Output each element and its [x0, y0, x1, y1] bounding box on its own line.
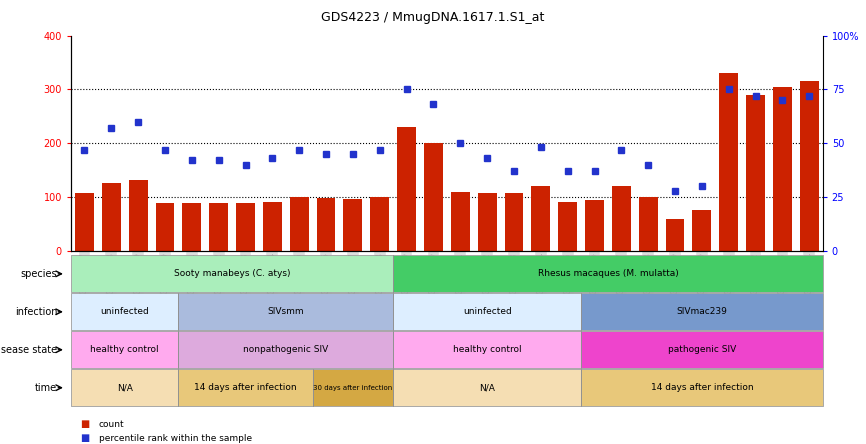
- Bar: [639, 197, 657, 251]
- Bar: [800, 81, 818, 251]
- Text: N/A: N/A: [117, 383, 132, 392]
- Bar: [585, 200, 604, 251]
- Text: healthy control: healthy control: [90, 345, 159, 354]
- Text: SIVmac239: SIVmac239: [676, 307, 727, 316]
- Text: GDS4223 / MmugDNA.1617.1.S1_at: GDS4223 / MmugDNA.1617.1.S1_at: [321, 11, 545, 24]
- Bar: [344, 198, 362, 251]
- Bar: [183, 203, 201, 251]
- Bar: [612, 186, 630, 251]
- Text: 14 days after infection: 14 days after infection: [650, 383, 753, 392]
- Bar: [236, 203, 255, 251]
- Bar: [317, 198, 335, 251]
- Text: ■: ■: [80, 433, 89, 443]
- Text: time: time: [35, 383, 57, 393]
- Bar: [210, 203, 228, 251]
- Bar: [746, 95, 765, 251]
- Bar: [505, 193, 523, 251]
- Text: Sooty manabeys (C. atys): Sooty manabeys (C. atys): [174, 270, 290, 278]
- Bar: [290, 197, 308, 251]
- Text: SIVsmm: SIVsmm: [268, 307, 304, 316]
- Bar: [773, 87, 792, 251]
- Text: 14 days after infection: 14 days after infection: [194, 383, 297, 392]
- Bar: [75, 193, 94, 251]
- Bar: [102, 183, 120, 251]
- Text: pathogenic SIV: pathogenic SIV: [668, 345, 736, 354]
- Text: uninfected: uninfected: [462, 307, 512, 316]
- Text: disease state: disease state: [0, 345, 57, 355]
- Text: nonpathogenic SIV: nonpathogenic SIV: [243, 345, 328, 354]
- Text: 30 days after infection: 30 days after infection: [313, 385, 392, 391]
- Text: Rhesus macaques (M. mulatta): Rhesus macaques (M. mulatta): [538, 270, 678, 278]
- Text: species: species: [21, 269, 57, 279]
- Text: percentile rank within the sample: percentile rank within the sample: [99, 434, 252, 443]
- Bar: [666, 218, 684, 251]
- Bar: [693, 210, 711, 251]
- Bar: [156, 203, 174, 251]
- Bar: [263, 202, 281, 251]
- Bar: [720, 73, 738, 251]
- Bar: [129, 180, 147, 251]
- Text: healthy control: healthy control: [453, 345, 521, 354]
- Bar: [371, 197, 389, 251]
- Bar: [424, 143, 443, 251]
- Text: infection: infection: [15, 307, 57, 317]
- Bar: [478, 193, 496, 251]
- Text: ■: ■: [80, 419, 89, 429]
- Bar: [397, 127, 416, 251]
- Text: uninfected: uninfected: [100, 307, 149, 316]
- Bar: [559, 202, 577, 251]
- Bar: [451, 192, 469, 251]
- Bar: [532, 186, 550, 251]
- Text: N/A: N/A: [479, 383, 495, 392]
- Text: count: count: [99, 420, 125, 428]
